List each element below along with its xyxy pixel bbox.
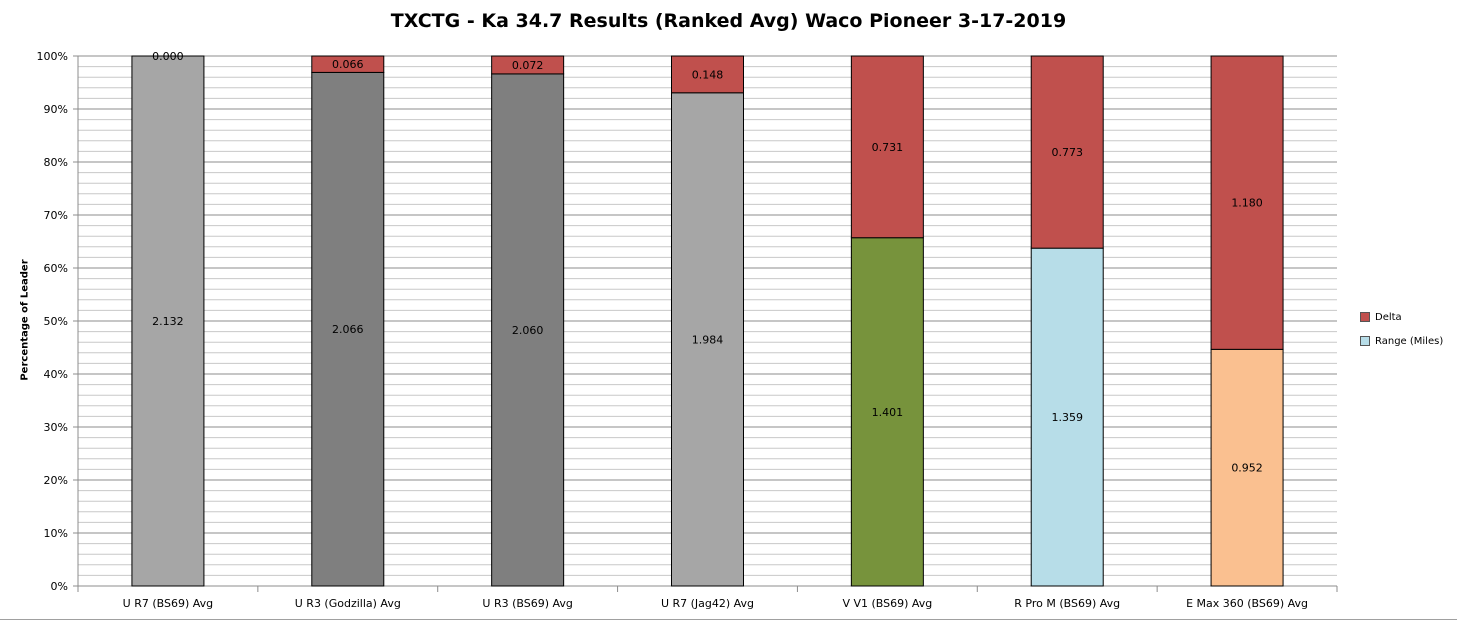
x-category-label: U R3 (BS69) Avg	[482, 597, 572, 610]
bar-delta-segment	[491, 55, 565, 75]
y-tick-label: 30%	[44, 421, 68, 434]
data-label-range: 2.066	[332, 323, 364, 336]
y-tick-label: 40%	[44, 368, 68, 381]
y-tick-label: 10%	[44, 527, 68, 540]
bar-delta-segment	[1030, 55, 1104, 249]
bar-range-segment	[491, 73, 565, 587]
data-label-range: 2.060	[512, 324, 544, 337]
bar-delta-segment	[1210, 55, 1284, 350]
y-tick-label: 90%	[44, 103, 68, 116]
y-tick-label: 80%	[44, 156, 68, 169]
y-tick-label: 60%	[44, 262, 68, 275]
legend-item-range: Range (Miles)	[1360, 336, 1443, 347]
data-label-range: 2.132	[152, 315, 184, 328]
x-category-label: U R7 (Jag42) Avg	[661, 597, 754, 610]
x-category-label: R Pro M (BS69) Avg	[1014, 597, 1120, 610]
data-label-range: 1.401	[872, 406, 904, 419]
data-label-delta: 0.000	[152, 50, 184, 63]
data-label-delta: 1.180	[1231, 197, 1263, 210]
legend-label-range: Range (Miles)	[1375, 336, 1444, 347]
x-category-label: E Max 360 (BS69) Avg	[1186, 597, 1308, 610]
bar-delta-segment	[850, 55, 924, 239]
x-category-label: U R3 (Godzilla) Avg	[295, 597, 401, 610]
x-category-label: U R7 (BS69) Avg	[123, 597, 213, 610]
bar-range-segment	[671, 92, 744, 587]
data-label-range: 0.952	[1231, 462, 1263, 475]
y-tick-label: 20%	[44, 474, 68, 487]
data-label-delta: 0.072	[512, 59, 544, 72]
legend-swatch-range	[1360, 336, 1370, 346]
data-label-delta: 0.731	[872, 141, 904, 154]
y-tick-label: 70%	[44, 209, 68, 222]
bar-delta-segment	[311, 55, 385, 73]
data-label-delta: 0.148	[692, 68, 724, 81]
bar-range-segment	[311, 71, 385, 587]
chart-title: TXCTG - Ka 34.7 Results (Ranked Avg) Wac…	[390, 10, 1067, 32]
data-label-range: 1.359	[1051, 411, 1083, 424]
y-tick-label: 0%	[51, 580, 68, 593]
data-label-delta: 0.773	[1051, 146, 1083, 159]
bar-delta-segment	[671, 55, 744, 94]
legend-item-delta: Delta	[1360, 312, 1402, 323]
legend-label-delta: Delta	[1375, 312, 1402, 323]
bar-range-segment	[1210, 348, 1284, 587]
data-label-delta: 0.066	[332, 58, 364, 71]
x-category-label: V V1 (BS69) Avg	[842, 597, 932, 610]
legend-swatch-delta	[1360, 312, 1370, 322]
y-tick-label: 50%	[44, 315, 68, 328]
bar-range-segment	[850, 237, 924, 587]
data-label-range: 1.984	[692, 333, 724, 346]
bar-range-segment	[131, 55, 205, 587]
y-tick-label: 100%	[37, 50, 68, 63]
bar-range-segment	[1030, 247, 1104, 587]
